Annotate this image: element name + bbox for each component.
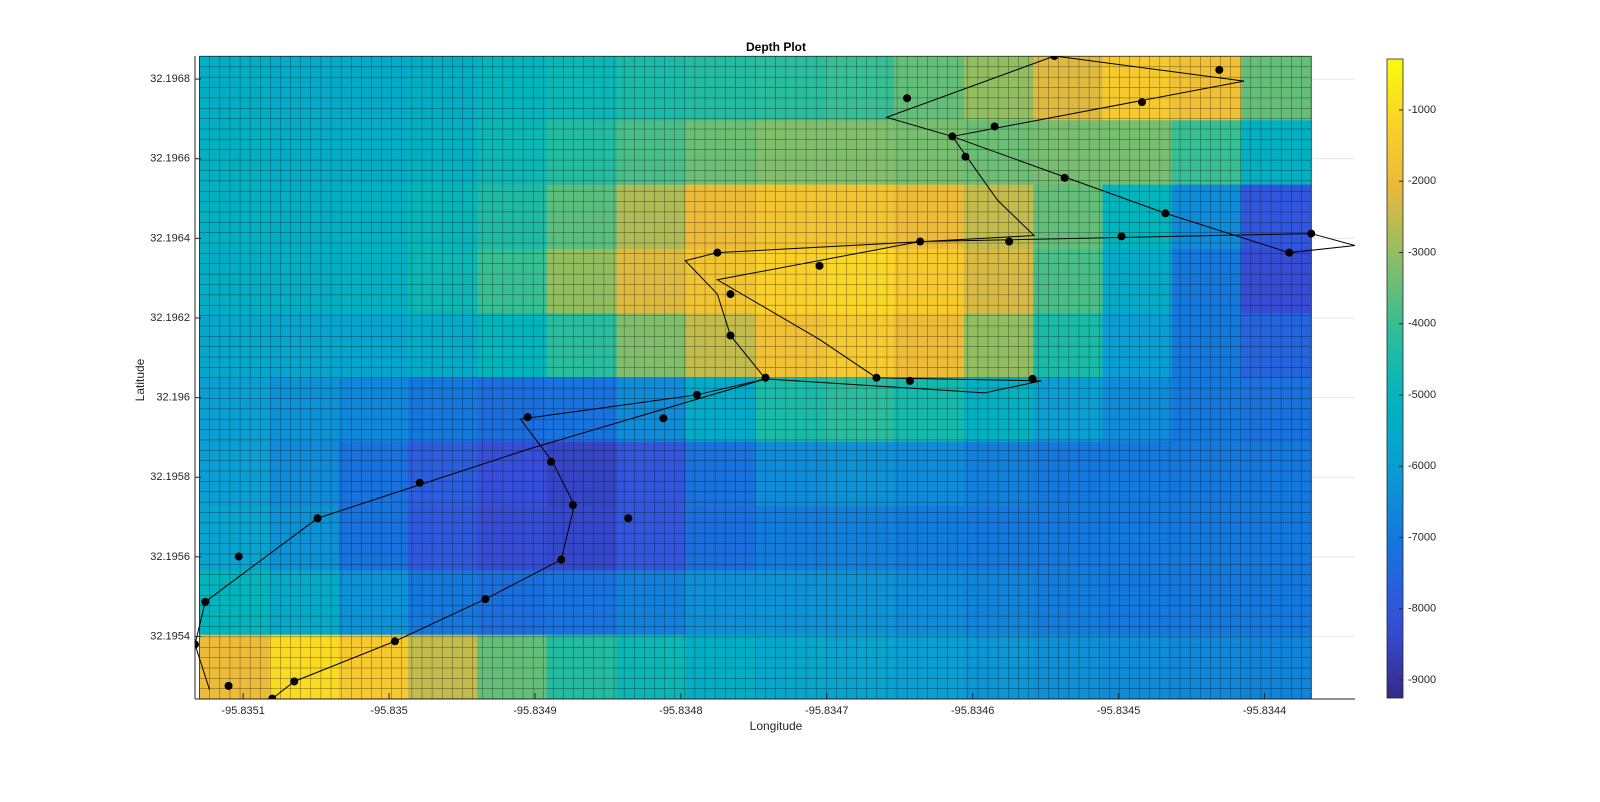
track xyxy=(195,56,1355,699)
colorbar-tick-label: -5000 xyxy=(1408,389,1436,401)
chart-title: Depth Plot xyxy=(746,40,806,54)
track-point xyxy=(659,414,668,423)
x-tick-label: -95.8346 xyxy=(951,705,994,717)
track-point xyxy=(234,552,243,561)
track-point xyxy=(1307,229,1316,238)
track-point xyxy=(313,514,322,523)
track-point xyxy=(713,248,722,257)
y-tick-label: 32.1956 xyxy=(150,551,190,563)
y-tick-label: 32.1962 xyxy=(150,312,190,324)
x-tick-label: -95.8344 xyxy=(1243,705,1286,717)
x-tick-label: -95.8348 xyxy=(659,705,702,717)
track-point xyxy=(1060,173,1069,182)
y-axis-label: Latitude xyxy=(133,358,147,401)
track-point xyxy=(916,237,925,246)
colorbar-tick-label: -4000 xyxy=(1408,318,1436,330)
track-point xyxy=(290,677,299,686)
track-point xyxy=(1028,374,1037,383)
colorbar xyxy=(1386,58,1404,699)
track-point xyxy=(903,94,912,103)
track-point xyxy=(726,290,735,299)
track-point xyxy=(481,595,490,604)
track-point xyxy=(195,640,199,649)
y-tick-label: 32.1954 xyxy=(150,630,190,642)
x-axis-label: Longitude xyxy=(750,719,803,733)
track-point xyxy=(815,261,824,270)
y-tick-label: 32.1958 xyxy=(150,471,190,483)
track-point xyxy=(1117,232,1126,241)
track-point xyxy=(961,152,970,161)
track-point xyxy=(415,478,424,487)
colorbar-tick-label: -6000 xyxy=(1408,460,1436,472)
y-tick-label: 32.1968 xyxy=(150,73,190,85)
mesh-lines xyxy=(199,55,1312,700)
track-point xyxy=(557,555,566,564)
track-point xyxy=(1161,209,1170,218)
track-point xyxy=(990,122,999,131)
track-point xyxy=(390,637,399,646)
y-tick-label: 32.196 xyxy=(156,392,190,404)
track-point xyxy=(1285,248,1294,257)
track-point xyxy=(1005,237,1014,246)
track-point xyxy=(201,597,210,606)
colorbar-tick-label: -3000 xyxy=(1408,246,1436,258)
track-point xyxy=(624,514,633,523)
colorbar-tick-label: -7000 xyxy=(1408,531,1436,543)
track-point xyxy=(1215,65,1224,74)
track-point xyxy=(268,694,277,699)
track-point xyxy=(224,681,233,690)
axes: -95.8351 -95.835 -95.8349 -95.8348 -95.8347 -… xyxy=(150,56,1355,717)
track-point xyxy=(692,390,701,399)
track-point xyxy=(1050,56,1059,60)
track-point xyxy=(523,413,532,422)
track-point xyxy=(568,501,577,510)
x-tick-label: -95.8345 xyxy=(1097,705,1140,717)
y-tick-label: 32.1964 xyxy=(150,232,190,244)
x-tick-label: -95.8349 xyxy=(513,705,556,717)
track-point xyxy=(1137,98,1146,107)
colorbar-tick-label: -8000 xyxy=(1408,603,1436,615)
x-tick-label: -95.835 xyxy=(370,705,407,717)
track-point xyxy=(905,376,914,385)
mesh xyxy=(199,55,1312,700)
track-point xyxy=(761,373,770,382)
colorbar-tick-label: -2000 xyxy=(1408,175,1436,187)
colorbar-tick-label: -9000 xyxy=(1408,674,1436,686)
x-tick-label: -95.8347 xyxy=(805,705,848,717)
track-point xyxy=(948,132,957,141)
track-point xyxy=(547,457,556,466)
track-point xyxy=(872,373,881,382)
track-point xyxy=(726,331,735,340)
y-tick-label: 32.1966 xyxy=(150,153,190,165)
x-tick-label: -95.8351 xyxy=(221,705,264,717)
colorbar-tick-label: -1000 xyxy=(1408,104,1436,116)
